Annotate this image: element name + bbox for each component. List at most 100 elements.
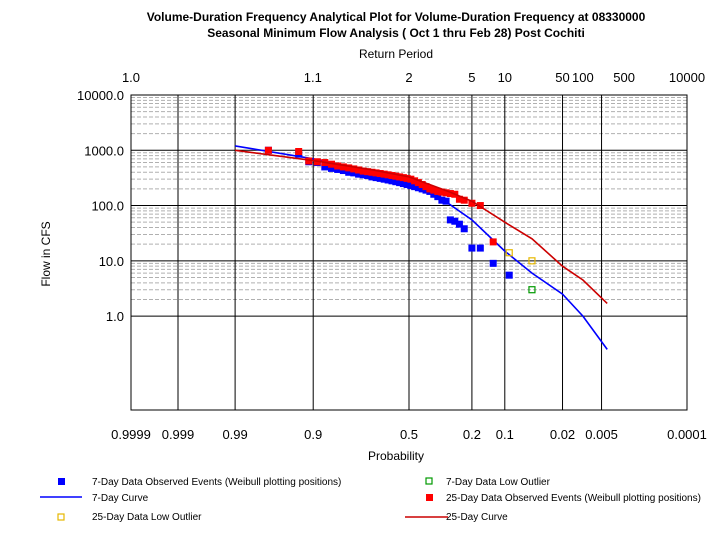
chart-title: Volume-Duration Frequency Analytical Plo… <box>147 10 646 24</box>
legend-label: 25-Day Data Low Outlier <box>92 512 202 523</box>
data-point <box>396 173 404 181</box>
data-point <box>422 183 430 191</box>
x-tick-label: 0.005 <box>585 427 618 442</box>
data-point <box>426 185 434 193</box>
series-line-4 <box>234 149 608 304</box>
x-tick-label: 0.2 <box>463 427 481 442</box>
data-point <box>505 249 513 257</box>
data-point <box>295 148 303 156</box>
data-point <box>468 199 476 207</box>
data-point <box>321 163 329 171</box>
x2-tick-label: 10000 <box>669 70 705 85</box>
y-axis-label: Flow in CFS <box>39 221 53 286</box>
data-point <box>359 171 367 179</box>
data-point <box>305 157 313 165</box>
x2-tick-label: 1.0 <box>122 70 140 85</box>
data-point <box>388 177 396 185</box>
data-point <box>372 169 380 177</box>
x2-axis-label: Return Period <box>359 47 433 61</box>
data-point <box>476 244 484 252</box>
data-point <box>339 163 347 171</box>
data-point <box>376 169 384 177</box>
data-point <box>328 164 336 172</box>
data-point <box>403 181 411 189</box>
data-point <box>442 197 450 205</box>
data-point <box>407 182 415 190</box>
x-tick-labels: 0.9999 0.999 0.99 0.9 0.5 0.2 0.1 0.02 0.005 0.00… <box>111 427 707 442</box>
data-point <box>368 168 376 176</box>
data-point <box>455 220 463 228</box>
legend-item-7day-observed: 7-Day Data Observed Events (Weibull plot… <box>58 477 341 488</box>
x2-tick-label: 5 <box>468 70 475 85</box>
x-tick-label: 0.999 <box>162 427 195 442</box>
legend-label: 25-Day Curve <box>446 512 508 523</box>
legend-item-25day-low-outlier: 25-Day Data Low Outlier <box>57 512 202 523</box>
data-point <box>489 259 497 267</box>
data-point <box>355 170 363 178</box>
data-point <box>399 180 407 188</box>
data-point <box>446 216 454 224</box>
data-point <box>364 171 372 179</box>
x2-tick-label: 100 <box>572 70 594 85</box>
legend-item-7day-low-outlier: 7-Day Data Low Outlier <box>425 477 551 488</box>
x-tick-label: 0.99 <box>222 427 247 442</box>
data-point <box>345 168 353 176</box>
y-tick-label: 1000.0 <box>84 143 124 158</box>
data-point <box>380 170 388 178</box>
data-point <box>434 187 442 195</box>
data-point <box>350 169 358 177</box>
data-point <box>403 174 411 182</box>
legend-swatch <box>425 477 433 485</box>
y-tick-labels: 10000.0 1000.0 100.0 10.0 1.0 <box>77 88 124 324</box>
x2-tick-labels: 1.0 1.1 2 5 10 50 100 500 10000 <box>122 70 705 85</box>
data-point <box>430 186 438 194</box>
data-point <box>339 167 347 175</box>
data-point <box>384 171 392 179</box>
data-point <box>364 168 372 176</box>
data-point <box>334 162 342 170</box>
data-point <box>528 257 536 265</box>
x2-tick-label: 500 <box>613 70 635 85</box>
data-point <box>359 167 367 175</box>
data-point <box>372 174 380 182</box>
data-point <box>489 238 497 246</box>
legend-label: 25-Day Data Observed Events (Weibull plo… <box>446 493 701 504</box>
legend-label: 7-Day Data Low Outlier <box>446 477 551 488</box>
legend-label: 7-Day Curve <box>92 493 149 504</box>
data-point <box>446 190 454 198</box>
data-point <box>460 196 468 204</box>
data-point <box>505 271 513 279</box>
data-point <box>434 193 442 201</box>
data-point <box>392 172 400 180</box>
y-tick-label: 10.0 <box>99 254 124 269</box>
data-point <box>451 217 459 225</box>
data-point <box>368 173 376 181</box>
legend-swatch <box>57 513 65 521</box>
legend: 7-Day Data Observed Events (Weibull plot… <box>40 477 701 523</box>
data-point <box>422 186 430 194</box>
legend-swatch <box>426 494 433 501</box>
x-tick-label: 0.02 <box>550 427 575 442</box>
series-layer <box>234 145 608 350</box>
data-point <box>399 174 407 182</box>
data-point <box>392 178 400 186</box>
data-point <box>460 225 468 233</box>
x-axis-label: Probability <box>368 449 424 463</box>
data-point <box>476 202 484 210</box>
data-point <box>442 189 450 197</box>
y-tick-label: 1.0 <box>106 309 124 324</box>
x-tick-label: 0.9 <box>304 427 322 442</box>
legend-label: 7-Day Data Observed Events (Weibull plot… <box>92 477 341 488</box>
data-point <box>414 179 422 187</box>
data-point <box>384 176 392 184</box>
grid <box>130 94 688 410</box>
legend-swatch <box>58 478 65 485</box>
data-point <box>418 181 426 189</box>
chart-subtitle: Seasonal Minimum Flow Analysis ( Oct 1 t… <box>207 26 585 40</box>
data-point <box>396 179 404 187</box>
y-tick-label: 10000.0 <box>77 88 124 103</box>
data-point <box>411 183 419 191</box>
data-point <box>376 174 384 182</box>
data-point <box>350 165 358 173</box>
